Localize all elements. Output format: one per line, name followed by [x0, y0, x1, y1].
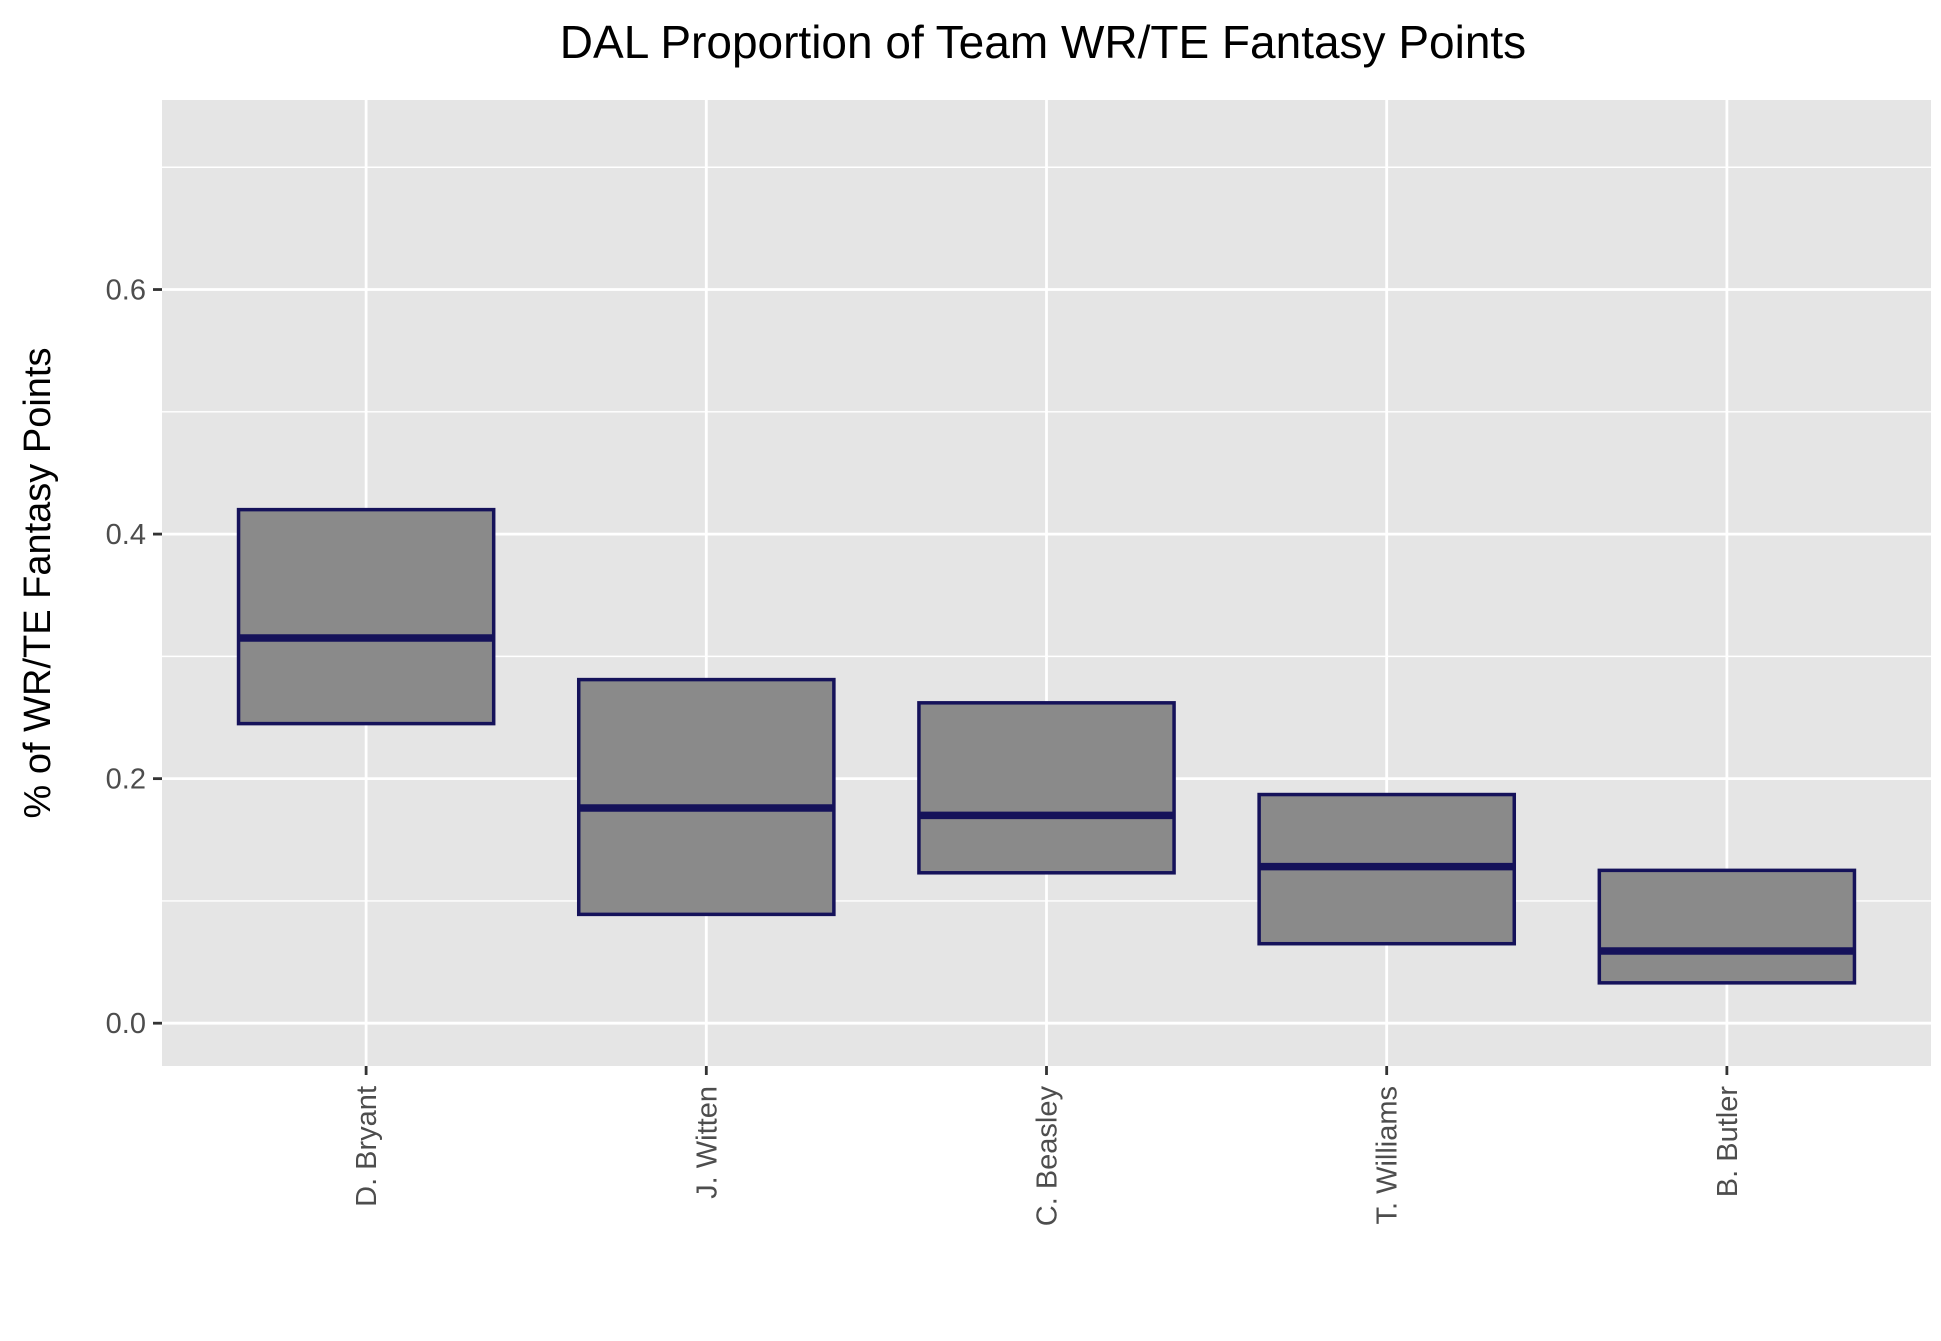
x-tick-label: B. Butler	[1712, 1086, 1744, 1198]
x-tick-label: C. Beasley	[1032, 1086, 1064, 1227]
y-axis-title: % of WR/TE Fantasy Points	[17, 348, 59, 819]
box-b-butler	[1597, 868, 1857, 985]
x-tick-label: T. Williams	[1372, 1086, 1404, 1225]
x-tick-label: J. Witten	[691, 1086, 723, 1199]
y-tick-label: 0.6	[106, 275, 146, 307]
box-d-bryant	[236, 507, 496, 726]
y-tick-label: 0.4	[106, 519, 146, 551]
y-tick-label: 0.0	[106, 1008, 146, 1040]
y-tick-label: 0.2	[106, 764, 146, 796]
chart-title: DAL Proportion of Team WR/TE Fantasy Poi…	[560, 16, 1526, 68]
axis-layer: 0.0 0.2 0.4 0.6 D. Bryant J. Witten C. Beasley…	[106, 275, 1744, 1227]
box-j-witten	[576, 677, 836, 917]
box-c-beasley	[917, 701, 1176, 875]
box-layer	[236, 507, 1857, 985]
x-tick-label: D. Bryant	[351, 1086, 383, 1207]
